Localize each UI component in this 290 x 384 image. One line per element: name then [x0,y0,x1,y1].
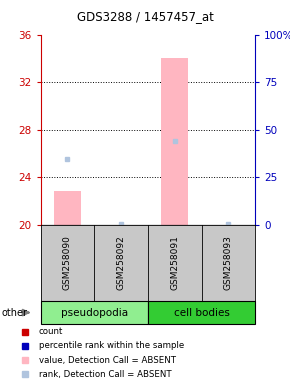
Bar [148,301,255,324]
Text: GSM258091: GSM258091 [170,236,179,290]
Text: pseudopodia: pseudopodia [61,308,128,318]
Text: cell bodies: cell bodies [174,308,229,318]
Bar [41,301,148,324]
Text: GSM258090: GSM258090 [63,236,72,290]
Bar [54,191,81,225]
Text: GSM258093: GSM258093 [224,236,233,290]
Text: rank, Detection Call = ABSENT: rank, Detection Call = ABSENT [39,370,171,379]
Bar [161,58,188,225]
Text: percentile rank within the sample: percentile rank within the sample [39,341,184,351]
Text: count: count [39,327,63,336]
Text: GDS3288 / 1457457_at: GDS3288 / 1457457_at [77,10,213,23]
Text: GSM258092: GSM258092 [117,236,126,290]
Text: other: other [1,308,28,318]
Text: value, Detection Call = ABSENT: value, Detection Call = ABSENT [39,356,175,365]
